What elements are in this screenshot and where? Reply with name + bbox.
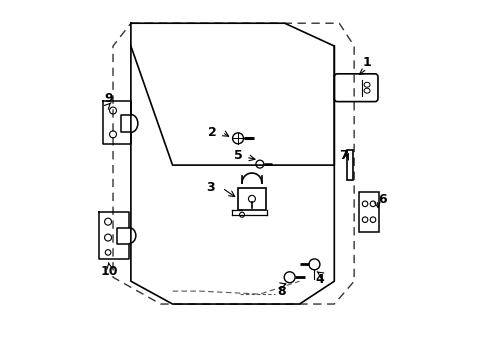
Text: 6: 6 [378,193,386,206]
Text: 5: 5 [233,149,242,162]
Circle shape [248,195,255,202]
Text: 4: 4 [314,273,323,286]
Bar [346,150,352,180]
Text: 1: 1 [362,57,371,69]
Text: 9: 9 [104,92,113,105]
Bar [358,192,378,231]
Bar [238,188,265,210]
Text: 7: 7 [338,149,347,162]
Text: 8: 8 [277,285,285,298]
Text: 2: 2 [207,126,216,139]
Text: 3: 3 [205,181,214,194]
Text: 10: 10 [100,265,118,278]
